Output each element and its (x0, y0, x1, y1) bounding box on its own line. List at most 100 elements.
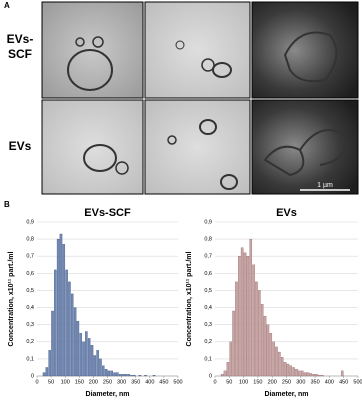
x-tick-label: 50 (48, 379, 54, 385)
bar (320, 374, 324, 377)
y-tick-label: 0,8 (26, 237, 34, 243)
scale-bar-label: 1 µm (317, 182, 333, 189)
bar (286, 363, 290, 377)
y-tick-label: 0 (209, 373, 212, 379)
bar (107, 370, 111, 377)
x-tick-label: 0 (35, 379, 38, 385)
bar (232, 310, 235, 377)
bar (269, 333, 273, 377)
micrographs (41, 1, 359, 195)
bar (116, 372, 119, 377)
bar (292, 367, 295, 377)
y-tick-label: 0,1 (204, 356, 212, 362)
x-axis-label: Diameter, nm (86, 391, 130, 398)
row-label: EVs- (7, 32, 34, 46)
bar (249, 238, 253, 377)
bar (246, 256, 250, 377)
x-axis-label: Diameter, nm (265, 391, 309, 398)
x-tick-label: 200 (89, 379, 98, 385)
x-tick-label: 350 (311, 379, 320, 385)
y-tick-label: 0,4 (204, 305, 212, 311)
y-tick-label: 0,6 (204, 271, 212, 277)
bar (318, 374, 321, 377)
bar (289, 365, 293, 377)
bar (152, 374, 156, 377)
bar (226, 362, 230, 377)
bar (65, 269, 68, 377)
bar (70, 293, 74, 377)
x-tick-label: 500 (353, 379, 362, 385)
x-tick-label: 400 (325, 379, 334, 385)
row-label: EVs (9, 139, 32, 153)
bar (56, 238, 60, 377)
row-label: SCF (8, 47, 32, 61)
x-tick-label: 250 (103, 379, 112, 385)
x-tick-label: 50 (226, 379, 232, 385)
y-tick-label: 0,3 (204, 322, 212, 328)
bar (93, 355, 97, 377)
bar (127, 374, 130, 377)
bar (121, 374, 125, 377)
x-tick-label: 200 (268, 379, 277, 385)
bar (298, 370, 301, 377)
y-axis-label: Concentration, x10¹¹ part./ml (8, 251, 15, 346)
y-tick-label: 0,9 (204, 219, 212, 225)
y-axis-label: Concentration, x10¹¹ part./ml (186, 251, 193, 346)
bar (96, 350, 99, 377)
bar (113, 372, 116, 377)
bar (278, 351, 281, 377)
x-tick-label: 100 (239, 379, 248, 385)
bar (243, 252, 247, 377)
bar (309, 373, 313, 377)
bar (223, 370, 227, 377)
bar (99, 358, 102, 377)
bar (275, 346, 278, 377)
bar (252, 264, 255, 377)
panel-label: A (4, 1, 10, 10)
bar (238, 256, 241, 377)
x-tick-label: 450 (339, 379, 348, 385)
y-tick-label: 0,3 (26, 322, 34, 328)
y-tick-label: 0,5 (204, 288, 212, 294)
bar (42, 372, 46, 377)
x-tick-label: 500 (173, 379, 182, 385)
bar (283, 362, 287, 377)
y-tick-label: 0,4 (26, 305, 34, 311)
bar (62, 244, 66, 377)
bar (315, 374, 318, 377)
bar (118, 374, 122, 377)
x-tick-label: 0 (213, 379, 216, 385)
bar (59, 233, 63, 377)
x-tick-label: 350 (131, 379, 140, 385)
bar (73, 307, 77, 377)
bar (220, 374, 224, 377)
bar (280, 357, 284, 377)
bar (144, 374, 147, 377)
x-tick-label: 450 (159, 379, 168, 385)
chart-title: EVs (276, 207, 297, 219)
bar (235, 281, 238, 377)
bar (263, 315, 267, 377)
panel-label: B (4, 200, 10, 209)
bar (124, 374, 128, 377)
y-tick-label: 0,7 (26, 254, 34, 260)
x-tick-label: 150 (75, 379, 84, 385)
y-tick-label: 0,5 (26, 288, 34, 294)
y-tick-label: 0,7 (204, 254, 212, 260)
x-tick-label: 300 (117, 379, 126, 385)
bar (104, 369, 108, 377)
bar (300, 370, 304, 377)
bar (85, 331, 88, 377)
bar (229, 341, 233, 377)
bar (110, 370, 113, 377)
bar (82, 341, 85, 377)
bar (133, 374, 136, 377)
bar (306, 372, 310, 377)
bar (130, 374, 133, 377)
bar (240, 247, 244, 377)
y-tick-label: 0,9 (26, 219, 34, 225)
bar (260, 303, 264, 377)
chart-title: EVs-SCF (84, 207, 131, 219)
x-tick-label: 100 (61, 379, 70, 385)
